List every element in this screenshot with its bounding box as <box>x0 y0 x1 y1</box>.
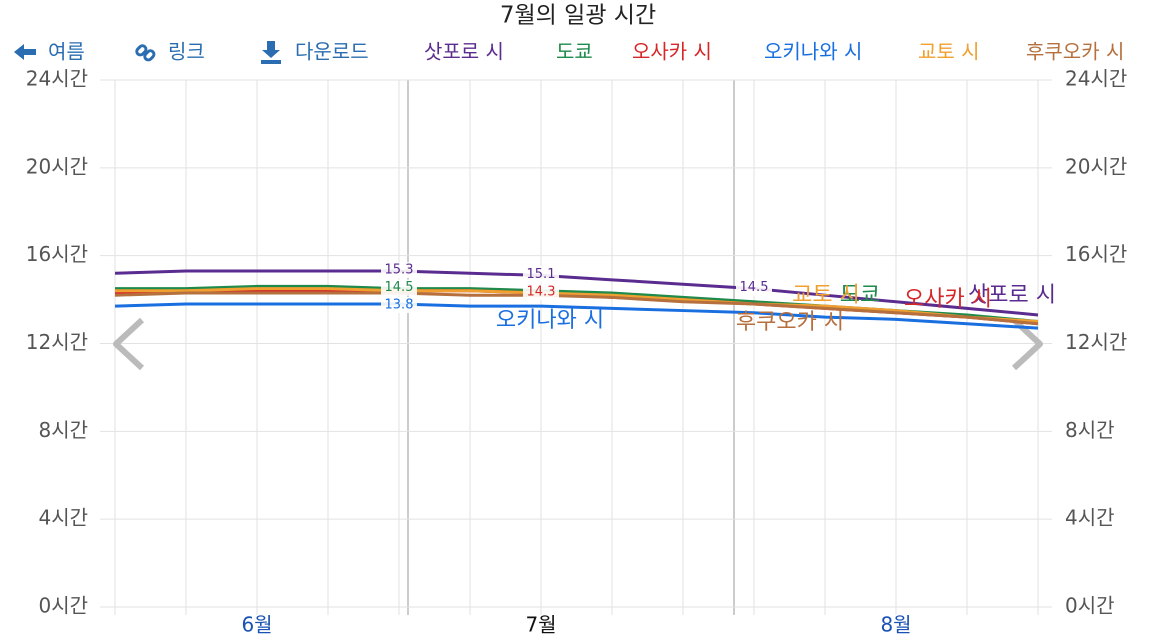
y-tick-label-right: 24시간 <box>1065 67 1127 91</box>
grid <box>100 79 1052 615</box>
x-tick-label: 7월 <box>525 613 556 637</box>
y-tick-label: 16시간 <box>26 242 88 266</box>
series-name-label: 오사카 시 <box>904 287 992 312</box>
y-tick-label: 12시간 <box>26 330 88 354</box>
legend-entry[interactable]: 후쿠오카 시 <box>1026 40 1124 64</box>
data-label: 13.8 <box>385 297 414 312</box>
y-tick-label: 4시간 <box>38 506 88 530</box>
data-label: 14.5 <box>740 280 769 295</box>
y-tick-label: 24시간 <box>26 67 88 91</box>
y-tick-label: 20시간 <box>26 154 88 178</box>
y-tick-label-right: 20시간 <box>1065 154 1127 178</box>
y-tick-label: 0시간 <box>38 594 88 618</box>
legend-entry[interactable]: 오사카 시 <box>632 40 712 64</box>
toolbar-button[interactable]: 여름 <box>48 40 85 64</box>
legend-entry[interactable]: 오키나와 시 <box>764 40 862 64</box>
link-icon[interactable] <box>135 44 156 62</box>
series-name-label: 교토 시 <box>792 283 860 308</box>
toolbar-icons <box>14 41 281 64</box>
data-label-bg <box>381 296 417 313</box>
y-tick-label: 8시간 <box>38 418 88 442</box>
series-name-label: 후쿠오카 시 <box>736 310 844 335</box>
data-label-bg <box>381 262 417 279</box>
y-tick-label-right: 8시간 <box>1065 418 1115 442</box>
series-name-label: 도쿄 <box>840 283 880 308</box>
data-label: 15.1 <box>527 267 556 282</box>
legend-entry[interactable]: 삿포로 시 <box>424 40 504 64</box>
data-label-bg <box>381 279 417 296</box>
y-tick-label-right: 12시간 <box>1065 330 1127 354</box>
x-tick-label: 8월 <box>880 613 911 637</box>
chart-title: 7월의 일광 시간 <box>500 3 656 29</box>
prev-arrow[interactable] <box>113 317 145 371</box>
toolbar-button[interactable]: 링크 <box>168 40 205 64</box>
data-label-bg <box>523 283 559 300</box>
series-line <box>115 287 1039 324</box>
data-label-bg <box>523 266 559 283</box>
series-line <box>114 291 1039 326</box>
series-line <box>114 302 1039 330</box>
series-name-label: 삿포로 시 <box>968 283 1056 308</box>
download-icon[interactable] <box>261 41 281 64</box>
data-label-bg <box>736 279 772 296</box>
legend-entry[interactable]: 교토 시 <box>918 40 980 64</box>
series-name-label: 오키나와 시 <box>496 308 604 333</box>
y-tick-label-right: 16시간 <box>1065 242 1127 266</box>
series-line <box>114 269 1039 317</box>
data-label: 15.3 <box>385 263 414 278</box>
y-tick-label-right: 4시간 <box>1065 506 1115 530</box>
x-tick-label: 6월 <box>241 613 272 637</box>
data-label: 14.5 <box>385 280 414 295</box>
toolbar-button[interactable]: 다운로드 <box>295 40 369 64</box>
back-icon[interactable] <box>14 44 36 60</box>
y-tick-label-right: 0시간 <box>1065 594 1115 618</box>
legend-entry[interactable]: 도쿄 <box>556 40 593 64</box>
data-label: 14.3 <box>527 284 556 299</box>
